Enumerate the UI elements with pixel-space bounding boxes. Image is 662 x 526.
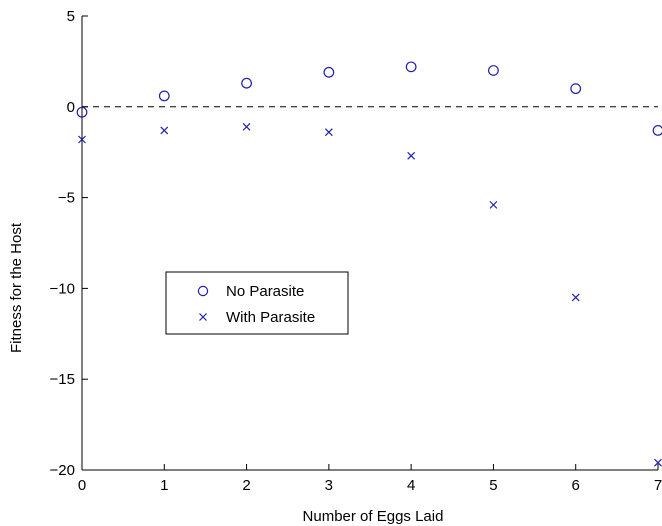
data-point-x bbox=[160, 126, 169, 135]
y-tick-label: 0 bbox=[67, 99, 75, 116]
x-axis-label: Number of Eggs Laid bbox=[303, 508, 444, 525]
data-point-circle bbox=[241, 77, 252, 89]
legend: No Parasite With Parasite bbox=[165, 271, 349, 335]
data-point-x bbox=[78, 135, 86, 144]
data-point-x bbox=[407, 151, 416, 160]
y-axis-ticks: 5 0 −5 −10 −15 −20 bbox=[50, 8, 88, 479]
series-with-parasite bbox=[78, 122, 662, 467]
data-point-x bbox=[571, 293, 580, 302]
data-point-x bbox=[324, 128, 333, 137]
y-axis-label: Fitness for the Host bbox=[8, 222, 25, 353]
legend-box bbox=[165, 271, 349, 335]
data-point-x bbox=[489, 200, 498, 209]
x-tick-label: 7 bbox=[654, 477, 662, 494]
data-point-circle bbox=[323, 66, 335, 78]
x-tick-label: 5 bbox=[489, 477, 497, 494]
x-axis-ticks: 0 1 2 3 4 5 6 7 bbox=[78, 464, 662, 494]
data-point-circle bbox=[405, 61, 417, 73]
plot-area bbox=[81, 16, 658, 471]
data-point-circle bbox=[570, 83, 582, 95]
data-point-x bbox=[242, 122, 251, 131]
legend-label-with-parasite: With Parasite bbox=[226, 309, 315, 326]
data-point-circle bbox=[652, 125, 662, 136]
x-tick-label: 0 bbox=[78, 477, 86, 494]
series-layer bbox=[76, 61, 662, 467]
x-tick-label: 6 bbox=[572, 477, 580, 494]
y-tick-label: −5 bbox=[58, 190, 75, 207]
data-point-circle bbox=[488, 65, 499, 76]
data-point-circle bbox=[76, 106, 88, 118]
y-tick-label: −20 bbox=[50, 462, 75, 479]
data-point-circle bbox=[158, 90, 170, 102]
x-tick-label: 1 bbox=[160, 477, 168, 494]
x-tick-label: 2 bbox=[242, 477, 250, 494]
legend-label-no-parasite: No Parasite bbox=[226, 283, 304, 300]
y-tick-label: −15 bbox=[50, 371, 75, 388]
y-tick-label: −10 bbox=[50, 280, 75, 297]
legend-marker-no-parasite bbox=[197, 285, 209, 297]
legend-marker-with-parasite bbox=[199, 313, 207, 321]
x-tick-label: 4 bbox=[407, 477, 415, 494]
y-tick-label: 5 bbox=[67, 8, 75, 25]
data-point-x bbox=[654, 458, 662, 467]
series-no-parasite bbox=[76, 61, 662, 136]
x-tick-label: 3 bbox=[325, 477, 333, 494]
